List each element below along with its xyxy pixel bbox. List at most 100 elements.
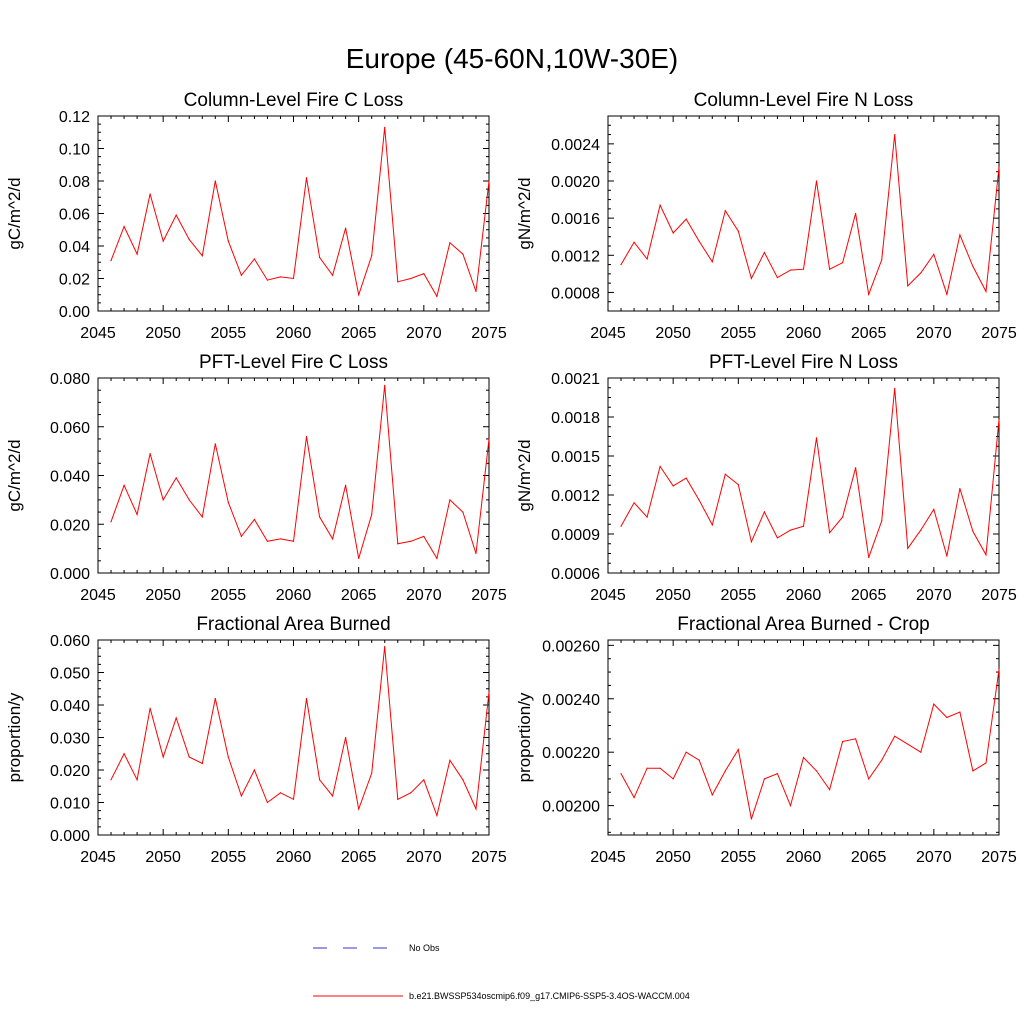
- data-point: [802, 756, 805, 759]
- data-point: [842, 262, 844, 264]
- data-point: [933, 508, 935, 510]
- panel-title: Column-Level Fire N Loss: [694, 90, 914, 111]
- series-line-1: [620, 388, 1000, 558]
- data-point: [123, 484, 125, 486]
- x-tick-label: 2065: [851, 587, 887, 604]
- data-point: [449, 499, 451, 501]
- y-tick-label: 0.0009: [551, 527, 600, 544]
- y-tick-label: 0.0006: [551, 566, 600, 583]
- data-point: [162, 499, 164, 501]
- series-line-1: [110, 127, 490, 298]
- data-point: [188, 238, 190, 241]
- x-tick-label: 2060: [276, 587, 312, 604]
- data-point: [998, 668, 1000, 670]
- data-point: [828, 532, 831, 534]
- chart-panel-6: Fractional Area Burned - Crop 2045 2050 205…: [515, 614, 1017, 866]
- panel-title: Fractional Area Burned - Crop: [677, 614, 929, 635]
- data-point: [423, 273, 425, 275]
- y-tick-label: 0.050: [50, 666, 90, 683]
- x-tick-label: 2045: [590, 849, 626, 866]
- y-tick-label: 0.040: [50, 698, 90, 715]
- x-tick-label: 2060: [786, 587, 822, 604]
- chart-panel-1: Column-Level Fire C Loss 2045 2050 2055 2060…: [5, 90, 507, 342]
- x-tick-label: 2075: [981, 849, 1017, 866]
- data-point: [920, 272, 922, 274]
- data-point: [410, 540, 412, 542]
- data-point: [214, 180, 216, 182]
- data-point: [633, 241, 635, 243]
- y-tick-label: 0.0012: [551, 488, 600, 505]
- data-point: [266, 801, 269, 804]
- chart-panel-5: Fractional Area Burned 2045 2050 2055 2060 20…: [5, 614, 507, 866]
- data-point: [633, 797, 635, 799]
- y-tick-label: 0.0021: [551, 371, 600, 388]
- y-tick-label: 0.0016: [551, 211, 600, 228]
- y-tick-label: 0.060: [50, 633, 90, 650]
- data-point: [711, 794, 713, 796]
- y-axis-label: proportion/y: [515, 692, 534, 782]
- data-point: [136, 513, 138, 516]
- data-point: [933, 253, 935, 255]
- x-tick-label: 2055: [721, 325, 757, 342]
- x-tick-label: 2070: [406, 325, 442, 342]
- y-axis-label: gN/m^2/d: [515, 439, 534, 511]
- data-point: [724, 770, 726, 772]
- data-point: [410, 277, 412, 280]
- data-point: [305, 697, 308, 700]
- data-point: [266, 540, 269, 542]
- data-point: [776, 772, 779, 775]
- data-point: [253, 769, 255, 771]
- data-point: [318, 779, 321, 781]
- data-point: [802, 268, 805, 270]
- data-point: [110, 779, 112, 781]
- data-point: [998, 166, 1000, 168]
- x-tick-label: 2070: [406, 587, 442, 604]
- x-tick-label: 2065: [851, 849, 887, 866]
- data-point: [985, 762, 987, 764]
- data-point: [449, 242, 451, 244]
- data-point: [907, 743, 909, 745]
- data-point: [620, 772, 622, 775]
- data-point: [828, 788, 831, 791]
- data-point: [345, 736, 347, 739]
- data-point: [384, 384, 386, 386]
- data-point: [175, 214, 177, 216]
- data-point: [214, 697, 216, 700]
- data-point: [175, 717, 177, 719]
- data-point: [410, 792, 412, 794]
- data-point: [292, 540, 295, 542]
- data-point: [266, 279, 269, 281]
- data-point: [227, 501, 229, 503]
- data-point: [959, 711, 961, 713]
- x-tick-label: 2045: [590, 587, 626, 604]
- data-point: [698, 240, 700, 242]
- data-point: [305, 435, 308, 438]
- y-tick-label: 0.020: [50, 517, 90, 534]
- y-tick-label: 0.0024: [551, 137, 600, 154]
- panel-title: PFT-Level Fire C Loss: [199, 352, 388, 373]
- data-point: [698, 499, 700, 501]
- data-point: [358, 557, 360, 559]
- data-point: [136, 779, 138, 781]
- data-point: [462, 511, 464, 513]
- data-point: [162, 756, 164, 758]
- chart-panels: Column-Level Fire C Loss 2045 2050 2055 2060…: [5, 90, 1017, 866]
- x-tick-label: 2060: [276, 325, 312, 342]
- data-point: [685, 477, 687, 479]
- data-point: [907, 547, 909, 549]
- data-point: [358, 808, 360, 810]
- y-axis-label: proportion/y: [5, 692, 24, 782]
- x-tick-label: 2055: [211, 849, 247, 866]
- data-point: [868, 778, 870, 780]
- data-point: [737, 484, 739, 486]
- data-point: [279, 538, 282, 540]
- data-point: [371, 255, 373, 257]
- x-tick-label: 2045: [80, 587, 116, 604]
- data-point: [724, 473, 726, 475]
- x-tick-label: 2075: [981, 325, 1017, 342]
- y-tick-label: 0.00240: [542, 692, 600, 709]
- y-tick-label: 0.00: [59, 304, 90, 321]
- data-point: [371, 772, 373, 774]
- data-point: [318, 516, 321, 518]
